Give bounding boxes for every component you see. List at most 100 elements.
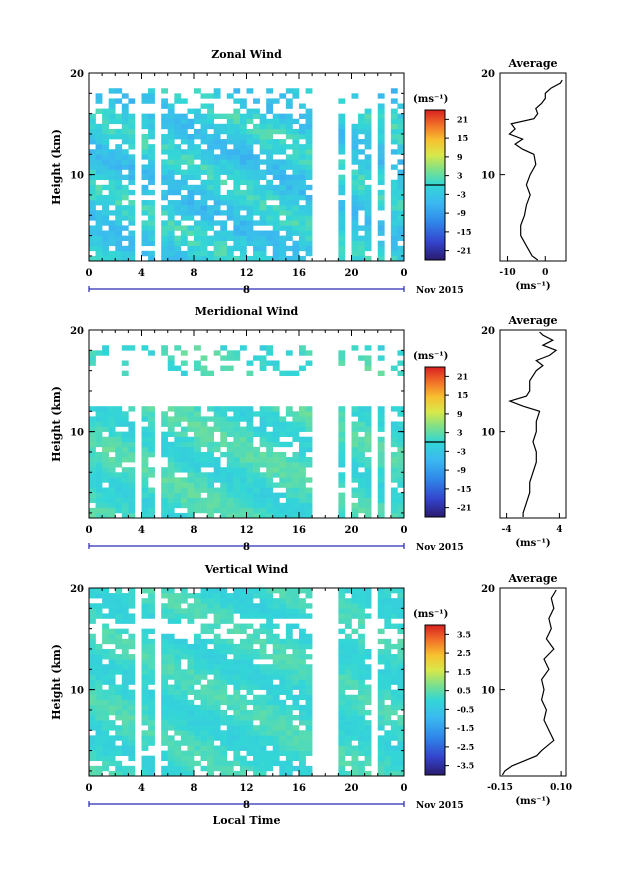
heatmap-cell bbox=[200, 709, 208, 716]
heatmap-cell bbox=[266, 215, 274, 221]
heatmap-cell bbox=[128, 613, 136, 619]
heatmap-cell bbox=[305, 436, 313, 443]
heatmap-cell bbox=[358, 674, 365, 680]
heatmap-cell bbox=[89, 482, 96, 488]
heatmap-cell bbox=[285, 487, 293, 493]
heatmap-cell bbox=[253, 715, 260, 721]
heatmap-cell bbox=[89, 426, 96, 432]
heatmap-cell bbox=[338, 118, 346, 125]
heatmap-cell bbox=[233, 770, 241, 777]
heatmap-cell bbox=[148, 725, 155, 731]
heatmap-cell bbox=[272, 638, 280, 645]
heatmap-cell bbox=[259, 760, 267, 767]
heatmap-cell bbox=[141, 446, 149, 453]
heatmap-cell bbox=[89, 694, 96, 701]
heatmap-cell bbox=[102, 735, 109, 741]
heatmap-cell bbox=[128, 144, 136, 150]
heatmap-cell bbox=[377, 628, 385, 635]
colorbar-unit: (ms⁻¹) bbox=[413, 94, 448, 105]
heatmap-cell bbox=[299, 451, 306, 458]
heatmap-cell bbox=[272, 230, 280, 236]
heatmap-cell bbox=[377, 103, 385, 109]
heatmap-cell bbox=[239, 770, 247, 777]
heatmap-cell bbox=[305, 725, 313, 731]
heatmap-cell bbox=[89, 497, 96, 504]
heatmap-cell bbox=[344, 745, 352, 751]
heatmap-cell bbox=[95, 235, 103, 241]
heatmap-cell bbox=[253, 411, 260, 417]
heatmap-cell bbox=[364, 189, 372, 196]
heatmap-cell bbox=[285, 613, 293, 619]
heatmap-cell bbox=[239, 189, 247, 196]
heatmap-cell bbox=[272, 139, 280, 145]
heatmap-cell bbox=[259, 255, 267, 262]
heatmap-cell bbox=[305, 487, 313, 493]
heatmap-cell bbox=[194, 154, 201, 160]
heatmap-cell bbox=[187, 477, 195, 483]
heatmap-cell bbox=[233, 441, 241, 448]
heatmap-cell bbox=[174, 730, 182, 736]
heatmap-cell bbox=[272, 144, 280, 150]
x-tick-label: 0 bbox=[86, 268, 93, 279]
heatmap-cell bbox=[102, 694, 109, 701]
heatmap-cell bbox=[351, 431, 359, 438]
heatmap-cell bbox=[207, 457, 214, 463]
heatmap-cell bbox=[259, 159, 267, 165]
heatmap-cell bbox=[121, 149, 129, 155]
heatmap-cell bbox=[299, 149, 306, 155]
heatmap-cell bbox=[102, 159, 109, 165]
heatmap-cell bbox=[180, 118, 188, 125]
heatmap-cell bbox=[279, 416, 287, 422]
heatmap-cell bbox=[272, 255, 280, 262]
heatmap-cell bbox=[194, 184, 201, 191]
heatmap-cell bbox=[200, 240, 208, 247]
heatmap-cell bbox=[121, 416, 129, 422]
heatmap-cell bbox=[384, 720, 392, 726]
heatmap-cell bbox=[292, 674, 300, 680]
heatmap-cell bbox=[272, 164, 280, 170]
heatmap-cell bbox=[239, 623, 247, 629]
heatmap-cell bbox=[285, 704, 293, 711]
heatmap-cell bbox=[115, 189, 123, 196]
heatmap-cell bbox=[115, 416, 123, 422]
heatmap-cell bbox=[167, 200, 175, 206]
heatmap-cell bbox=[200, 648, 208, 655]
heatmap-cell bbox=[161, 593, 169, 599]
heatmap-cell bbox=[279, 451, 287, 458]
heatmap-cell bbox=[279, 507, 287, 514]
heatmap-cell bbox=[95, 436, 103, 443]
heatmap-cell bbox=[174, 492, 182, 498]
heatmap-cell bbox=[266, 189, 274, 196]
heatmap-cell bbox=[292, 154, 300, 160]
heatmap-cell bbox=[239, 628, 247, 635]
heatmap-cell bbox=[377, 245, 385, 252]
heatmap-cell bbox=[121, 225, 129, 231]
heatmap-cell bbox=[292, 164, 300, 170]
heatmap-cell bbox=[89, 715, 96, 721]
heatmap-cell bbox=[259, 730, 267, 736]
heatmap-cell bbox=[220, 220, 228, 226]
heatmap-cell bbox=[358, 113, 365, 120]
heatmap-cell bbox=[358, 441, 365, 448]
heatmap-cell bbox=[305, 240, 313, 247]
heatmap-cell bbox=[121, 497, 129, 504]
heatmap-cell bbox=[351, 750, 359, 756]
heatmap-cell bbox=[128, 643, 136, 650]
heatmap-cell bbox=[246, 689, 254, 696]
heatmap-cell bbox=[95, 699, 103, 706]
heatmap-cell bbox=[285, 406, 293, 412]
heatmap-cell bbox=[200, 133, 208, 140]
heatmap-cell bbox=[213, 406, 221, 412]
heatmap-cell bbox=[364, 446, 372, 453]
heatmap-cell bbox=[397, 446, 405, 453]
heatmap-cell bbox=[95, 250, 103, 257]
heatmap-cell bbox=[141, 240, 149, 247]
heatmap-cell bbox=[292, 638, 300, 645]
heatmap-cell bbox=[279, 613, 287, 619]
heatmap-cell bbox=[364, 755, 372, 762]
heatmap-cell bbox=[259, 720, 267, 726]
heatmap-cell bbox=[213, 765, 221, 772]
heatmap-cell bbox=[351, 457, 359, 463]
heatmap-cell bbox=[272, 694, 280, 701]
heatmap-cell bbox=[128, 497, 136, 504]
